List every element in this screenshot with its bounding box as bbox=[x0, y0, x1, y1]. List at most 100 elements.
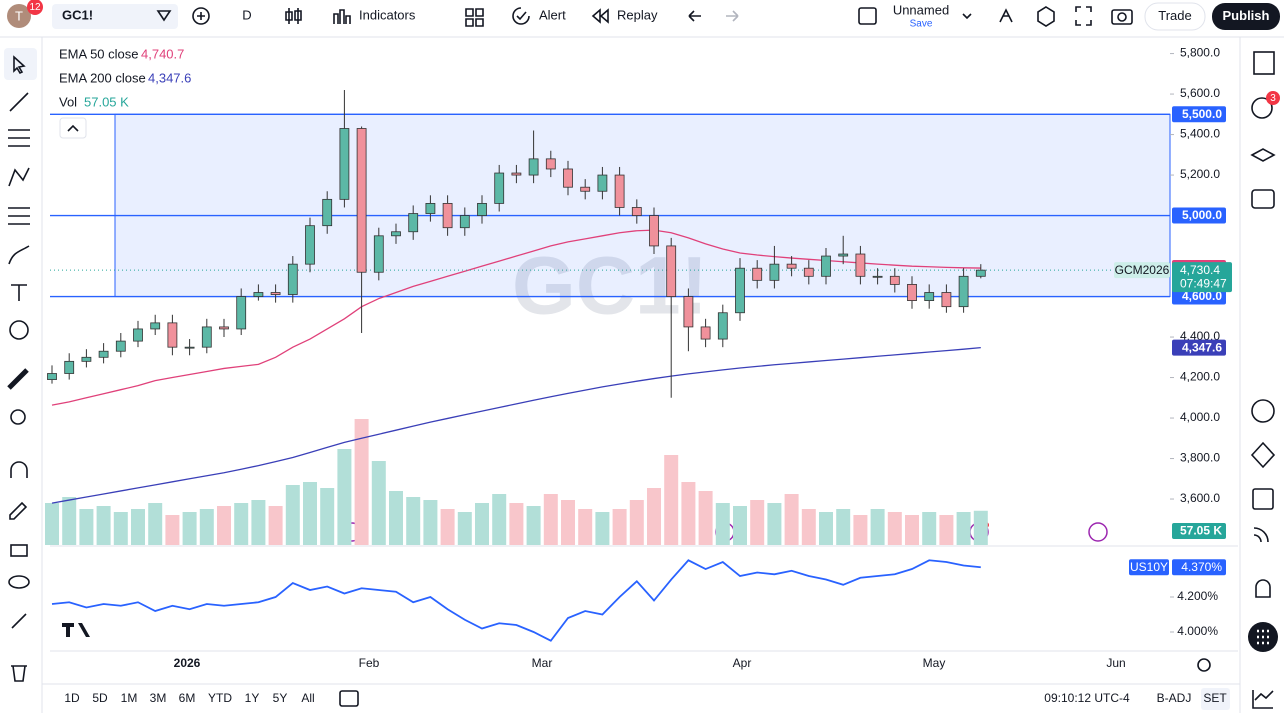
pattern-tool[interactable] bbox=[8, 167, 30, 187]
redo-button[interactable] bbox=[726, 10, 739, 22]
range-button[interactable]: 1D bbox=[64, 691, 80, 705]
last-price-tag-bg bbox=[1172, 262, 1232, 293]
range-button[interactable]: 1M bbox=[121, 691, 138, 705]
notifications-button[interactable] bbox=[1255, 579, 1271, 598]
calendar-button[interactable] bbox=[1252, 488, 1274, 510]
symbol-icon[interactable] bbox=[156, 10, 172, 22]
ruler-tool[interactable] bbox=[7, 368, 29, 390]
legend-value: 4,347.6 bbox=[148, 70, 191, 85]
hide-tool[interactable] bbox=[8, 575, 30, 589]
text-tool[interactable] bbox=[11, 284, 27, 301]
candle-body bbox=[597, 174, 608, 192]
range-button[interactable]: 3M bbox=[150, 691, 167, 705]
symbol-tag-bg bbox=[1114, 262, 1170, 279]
candle-body bbox=[666, 245, 677, 297]
trash-tool[interactable] bbox=[11, 665, 27, 682]
candle-body bbox=[115, 340, 126, 352]
snapshot-lens bbox=[1117, 12, 1127, 22]
session-toggle[interactable]: SET bbox=[1203, 691, 1227, 705]
y-tick-label: 3,600.0 bbox=[1180, 491, 1220, 505]
x-tick-label: May bbox=[923, 656, 946, 670]
zoom-tool[interactable] bbox=[10, 409, 26, 425]
publish-button[interactable]: Publish bbox=[1223, 8, 1270, 23]
link-tool[interactable] bbox=[11, 613, 27, 629]
help-button[interactable] bbox=[1252, 690, 1274, 709]
trade-button[interactable]: Trade bbox=[1158, 8, 1191, 23]
volume-bar bbox=[664, 455, 679, 545]
publish-pill[interactable] bbox=[1212, 3, 1280, 30]
volume-bar bbox=[578, 509, 593, 545]
emoji-tool[interactable] bbox=[9, 320, 29, 340]
layout-icon[interactable] bbox=[858, 7, 877, 25]
candle-body bbox=[408, 213, 419, 233]
fib-tool[interactable] bbox=[8, 129, 30, 147]
volume-bar bbox=[595, 512, 610, 545]
trend-line-tool[interactable] bbox=[9, 92, 29, 112]
candle-body bbox=[975, 269, 986, 277]
replay-button[interactable]: Replay bbox=[617, 7, 658, 22]
save-label[interactable]: Save bbox=[910, 19, 933, 30]
range-button[interactable]: 1Y bbox=[245, 691, 260, 705]
compare-button[interactable] bbox=[192, 7, 210, 25]
range-button[interactable]: 6M bbox=[179, 691, 196, 705]
dom-button[interactable] bbox=[1251, 399, 1275, 423]
y-tick-label: 4,000.0 bbox=[1180, 410, 1220, 424]
cursor-tool[interactable] bbox=[13, 55, 26, 75]
symbol-search[interactable] bbox=[52, 4, 178, 29]
candle-body bbox=[98, 350, 109, 358]
price-range-zone bbox=[114, 113, 1171, 298]
x-tick-label: 2026 bbox=[174, 656, 201, 670]
alert-button[interactable]: Alert bbox=[539, 7, 566, 22]
forecast-tool[interactable] bbox=[8, 207, 30, 225]
legend-name: Vol bbox=[59, 94, 77, 109]
range-button[interactable]: 5D bbox=[92, 691, 108, 705]
layout-menu[interactable] bbox=[962, 13, 972, 20]
candle-body bbox=[683, 296, 694, 328]
interval[interactable]: D bbox=[242, 7, 251, 22]
candle-body bbox=[786, 263, 797, 269]
alert-icon[interactable] bbox=[512, 7, 530, 25]
candle-body bbox=[253, 292, 264, 297]
volume-bar bbox=[406, 497, 421, 545]
lock-tool[interactable] bbox=[10, 544, 28, 557]
undo-button[interactable] bbox=[688, 10, 701, 22]
volume-bar bbox=[457, 512, 472, 545]
snapshot-button[interactable] bbox=[1111, 9, 1133, 25]
event-marker[interactable] bbox=[1088, 522, 1108, 542]
candle-body bbox=[184, 346, 195, 349]
layers-button[interactable] bbox=[1250, 148, 1276, 162]
volume-bar bbox=[165, 515, 180, 545]
chat-button[interactable] bbox=[1251, 189, 1275, 209]
range-button[interactable]: 5Y bbox=[273, 691, 288, 705]
draw-mode-tool[interactable] bbox=[9, 501, 28, 520]
avatar[interactable] bbox=[7, 4, 31, 28]
range-button[interactable]: YTD bbox=[208, 691, 232, 705]
watchlist-button[interactable] bbox=[1253, 51, 1275, 75]
fullscreen-button[interactable] bbox=[1075, 6, 1092, 26]
trade-pill[interactable] bbox=[1144, 2, 1206, 31]
layout-name[interactable]: Unnamed bbox=[893, 2, 949, 17]
adjust-toggle[interactable]: B-ADJ bbox=[1157, 691, 1192, 705]
range-button[interactable]: All bbox=[301, 691, 314, 705]
indicators-button[interactable]: Indicators bbox=[359, 7, 416, 22]
chart-type-button[interactable] bbox=[285, 8, 302, 24]
stream-button[interactable] bbox=[1253, 527, 1269, 543]
ideas-button[interactable] bbox=[1250, 441, 1276, 469]
replay-icon[interactable] bbox=[591, 8, 609, 24]
date-range-button[interactable] bbox=[339, 690, 359, 707]
indicators-icon[interactable] bbox=[333, 9, 351, 24]
brush-tool[interactable] bbox=[8, 245, 30, 265]
alerts-count: 3 bbox=[1270, 93, 1276, 104]
candle-body bbox=[81, 356, 92, 362]
candle-body bbox=[305, 225, 315, 265]
axis-settings[interactable] bbox=[1197, 658, 1211, 672]
candle-body bbox=[752, 267, 763, 281]
magnet-tool[interactable] bbox=[10, 461, 28, 478]
layouts-button[interactable] bbox=[465, 8, 484, 27]
candle-body bbox=[287, 263, 298, 295]
collapse-legend[interactable] bbox=[59, 117, 87, 139]
alerts-button[interactable] bbox=[1251, 97, 1273, 119]
y-tick-label: 5,600.0 bbox=[1180, 86, 1220, 100]
quick-search[interactable] bbox=[999, 8, 1013, 23]
settings-button[interactable] bbox=[1037, 6, 1055, 27]
